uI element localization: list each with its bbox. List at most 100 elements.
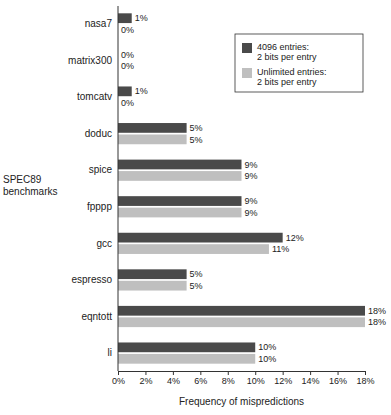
legend-label-line: 4096 entries: (257, 42, 309, 52)
data-label: 12% (286, 233, 304, 243)
tick-label: doduc (85, 128, 112, 139)
y-axis-title: SPEC89benchmarks (3, 174, 57, 197)
bar (118, 208, 242, 218)
bar (118, 306, 365, 316)
tick-label: spice (89, 164, 113, 175)
tick-label: 16% (329, 376, 347, 386)
tick-label: gcc (96, 238, 112, 249)
bar (118, 269, 187, 279)
bar (118, 123, 187, 133)
tick-label: fpppp (87, 201, 112, 212)
tick: doduc (85, 128, 118, 139)
tick-mark (338, 371, 339, 375)
tick-label: 2% (139, 376, 152, 386)
bars (118, 13, 365, 363)
x-axis-title: Frequency of mispredictions (179, 396, 304, 407)
legend-label: Unlimited entries:2 bits per entry (257, 67, 327, 87)
data-label: 5% (190, 281, 203, 291)
legend: 4096 entries:2 bits per entry Unlimited e… (235, 34, 363, 92)
tick-label: 18% (356, 376, 374, 386)
tick: 4% (167, 371, 180, 386)
tick-mark (145, 371, 146, 375)
tick-mark (310, 371, 311, 375)
bar (118, 13, 132, 23)
tick-mark (118, 371, 119, 375)
data-labels: 1%0%1%5%9%9%12%5%18%10%0%0%0%5%9%9%11%5%… (121, 13, 386, 364)
data-label: 5% (190, 269, 203, 279)
tick: 12% (274, 371, 292, 386)
data-label: 10% (258, 354, 276, 364)
tick-label: eqntott (81, 311, 112, 322)
tick-label: 12% (274, 376, 292, 386)
x-axis: 0% 2% 4% 6% 8% 10% 12% 14% 16% 18% (112, 371, 375, 386)
y-axis-title-line: benchmarks (3, 186, 57, 197)
data-label: 9% (245, 160, 258, 170)
tick: nasa7 (85, 18, 118, 29)
bar (118, 86, 132, 96)
chart: 1%0%1%5%9%9%12%5%18%10%0%0%0%5%9%9%11%5%… (0, 0, 391, 415)
tick: espresso (71, 274, 118, 285)
data-label: 9% (245, 208, 258, 218)
tick: gcc (96, 238, 118, 249)
bar (118, 233, 283, 243)
data-label: 5% (190, 123, 203, 133)
data-label: 1% (135, 13, 148, 23)
data-label: 10% (258, 342, 276, 352)
tick: eqntott (81, 311, 118, 322)
data-label: 18% (368, 317, 386, 327)
tick: tomcatv (77, 91, 118, 102)
tick-label: 8% (222, 376, 235, 386)
tick-label: tomcatv (77, 91, 112, 102)
data-label: 0% (121, 61, 134, 71)
axis-line (118, 6, 119, 371)
tick-mark (200, 371, 201, 375)
tick: spice (89, 164, 118, 175)
tick: fpppp (87, 201, 118, 212)
tick: 16% (329, 371, 347, 386)
tick-mark (228, 371, 229, 375)
data-label: 5% (190, 135, 203, 145)
tick: 0% (112, 371, 125, 386)
tick: 10% (247, 371, 265, 386)
tick-mark (255, 371, 256, 375)
tick-label: 10% (247, 376, 265, 386)
bar (118, 354, 255, 364)
data-label: 1% (135, 86, 148, 96)
bar (118, 171, 242, 181)
bar (118, 317, 365, 327)
y-axis-title-line: SPEC89 (3, 174, 42, 185)
data-label: 0% (121, 25, 134, 35)
legend-box (235, 34, 363, 92)
tick: li (108, 347, 118, 358)
tick: matrix300 (68, 55, 118, 66)
tick-label: 4% (167, 376, 180, 386)
y-axis: nasa7 matrix300 tomcatv doduc spice fpppp gcc e… (68, 6, 118, 371)
tick-mark (173, 371, 174, 375)
tick-mark (365, 371, 366, 375)
axis-line (119, 372, 366, 376)
data-label: 0% (121, 50, 134, 60)
bar (118, 244, 269, 254)
bar (118, 281, 187, 291)
tick: 2% (139, 371, 152, 386)
data-label: 0% (121, 98, 134, 108)
tick-label: 6% (194, 376, 207, 386)
tick-label: nasa7 (85, 18, 113, 29)
tick-label: 0% (112, 376, 125, 386)
bar (118, 196, 242, 206)
legend-swatch (242, 43, 252, 53)
bar (118, 135, 187, 145)
tick-label: matrix300 (68, 55, 112, 66)
data-label: 9% (245, 196, 258, 206)
data-label: 9% (245, 171, 258, 181)
tick: 6% (194, 371, 207, 386)
legend-label-line: 2 bits per entry (257, 52, 317, 62)
data-label: 18% (368, 306, 386, 316)
bar (118, 160, 242, 170)
tick-label: 14% (302, 376, 320, 386)
legend-label-line: Unlimited entries: (257, 67, 327, 77)
data-label: 11% (272, 244, 289, 254)
tick-label: espresso (71, 274, 112, 285)
tick-mark (283, 371, 284, 375)
legend-swatch (242, 68, 252, 78)
